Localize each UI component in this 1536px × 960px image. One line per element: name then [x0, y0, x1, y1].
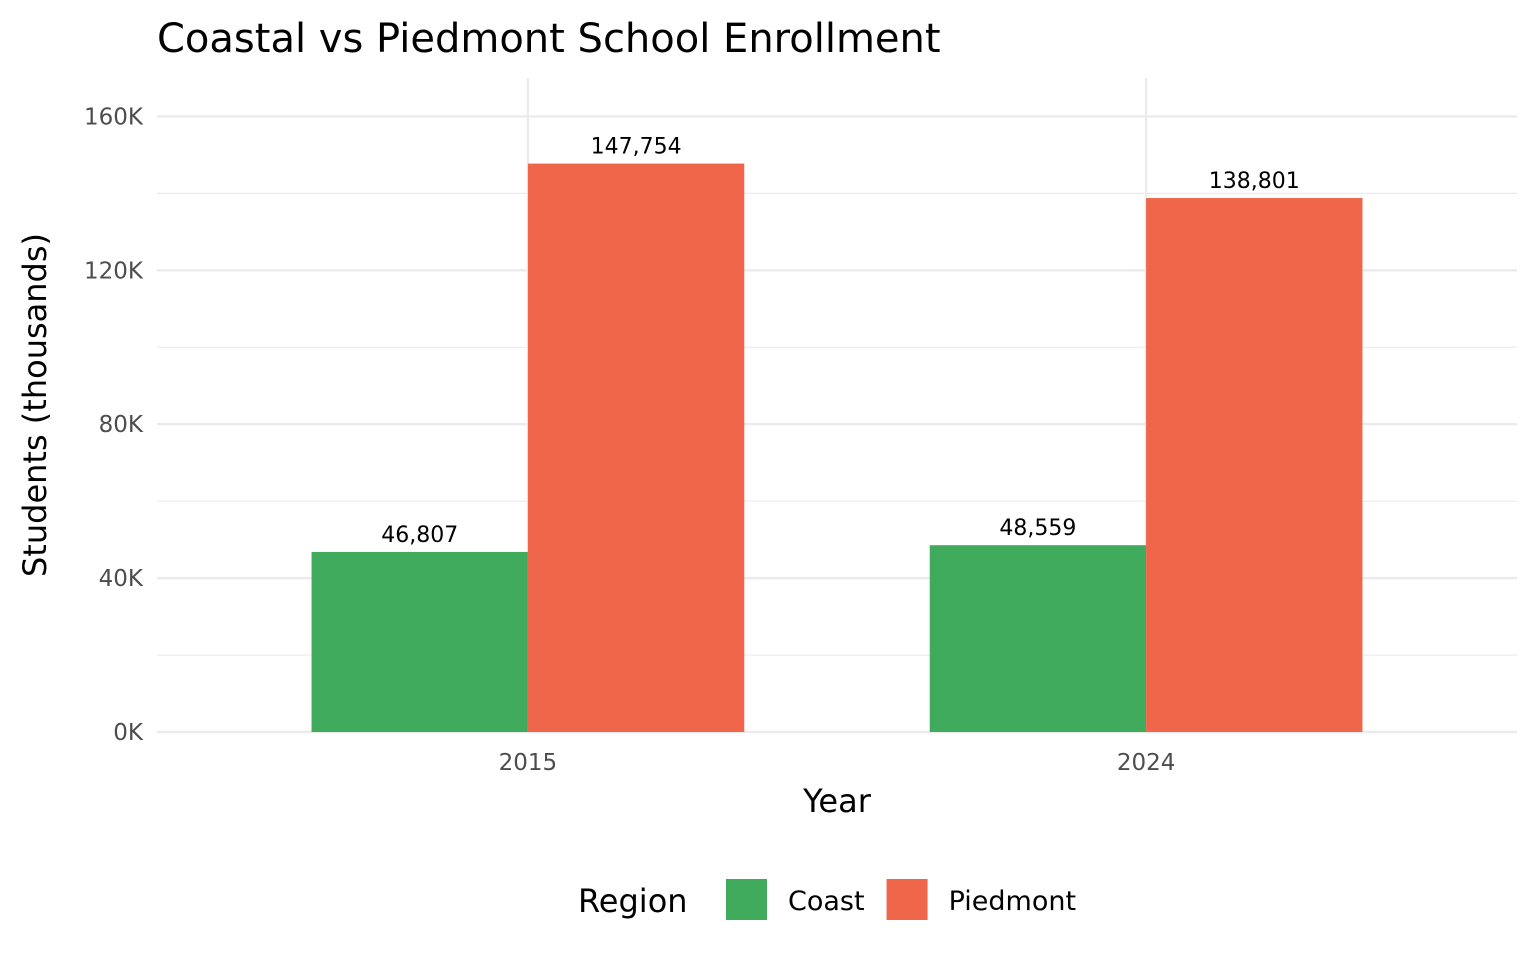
y-tick-label: 40K — [99, 566, 144, 592]
data-label: 138,801 — [1209, 169, 1300, 194]
data-label: 46,807 — [381, 523, 458, 548]
x-axis-ticks: 2015 2024 — [499, 750, 1176, 776]
y-tick-label: 80K — [99, 412, 144, 438]
data-label: 48,559 — [999, 516, 1076, 541]
y-axis-title: Students (thousands) — [16, 233, 54, 577]
y-tick-label: 120K — [84, 258, 144, 284]
x-tick-label: 2024 — [1117, 750, 1176, 776]
legend-label-coast: Coast — [788, 886, 865, 917]
bar-piedmont-2015 — [527, 163, 745, 732]
legend-swatch-piedmont — [886, 879, 928, 920]
legend-swatch-coast — [726, 879, 767, 920]
x-axis-title: Year — [802, 782, 872, 820]
bars: 46,807 147,754 48,559 138,801 — [311, 135, 1363, 732]
y-axis-ticks: 0K 40K 80K 120K 160K — [84, 104, 144, 746]
y-tick-label: 160K — [84, 104, 144, 130]
bar-coast-2024 — [929, 545, 1147, 732]
legend-title: Region — [578, 882, 688, 920]
legend-label-piedmont: Piedmont — [949, 886, 1076, 917]
bar-coast-2015 — [311, 551, 528, 732]
data-label: 147,754 — [591, 135, 682, 160]
y-tick-label: 0K — [113, 720, 144, 746]
legend: Region Coast Piedmont — [578, 879, 1076, 920]
chart-title: Coastal vs Piedmont School Enrollment — [157, 16, 941, 62]
x-tick-label: 2015 — [499, 750, 558, 776]
bar-piedmont-2024 — [1146, 198, 1363, 732]
